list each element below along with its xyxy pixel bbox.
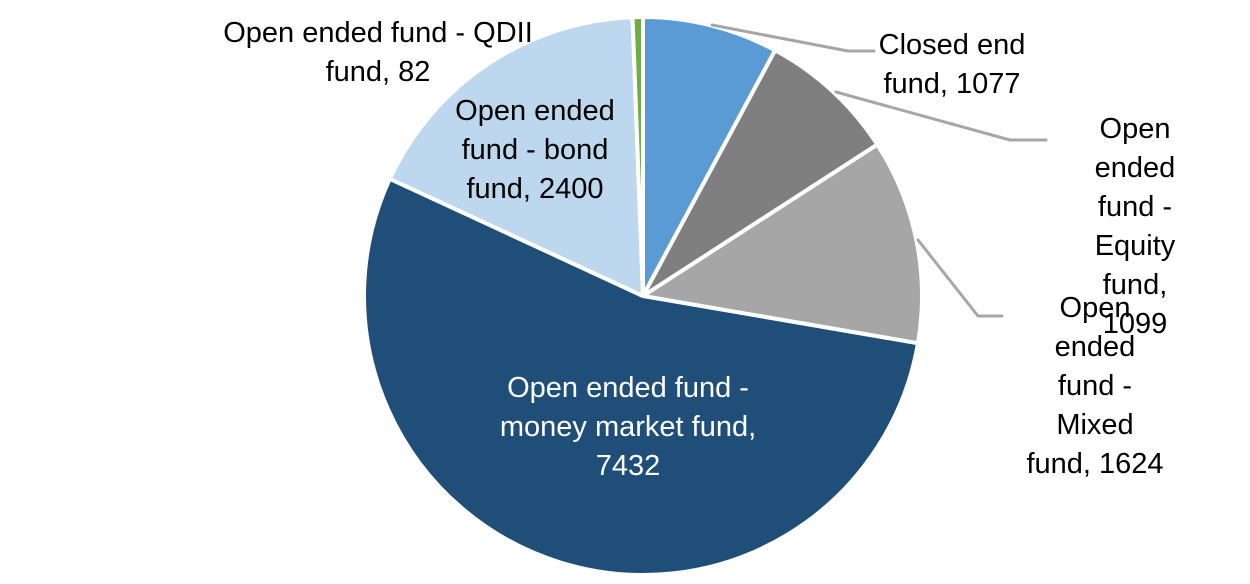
pie-slices-group (362, 15, 924, 577)
leader-line-open-ended-mixed-fund (916, 238, 1004, 318)
pie-slice-open-ended-bond-fund (387, 15, 645, 298)
pie-slice-open-ended-money-market-fund (362, 176, 920, 577)
leader-lines-group (710, 23, 1048, 318)
pie-slice-open-ended-equity-fund (641, 48, 880, 298)
pie-slice-open-ended-qdii-fund (630, 15, 645, 298)
leader-line-closed-end-fund (710, 23, 876, 53)
leader-line-open-ended-equity-fund (834, 90, 1048, 142)
pie-slice-open-ended-mixed-fund (641, 142, 924, 346)
